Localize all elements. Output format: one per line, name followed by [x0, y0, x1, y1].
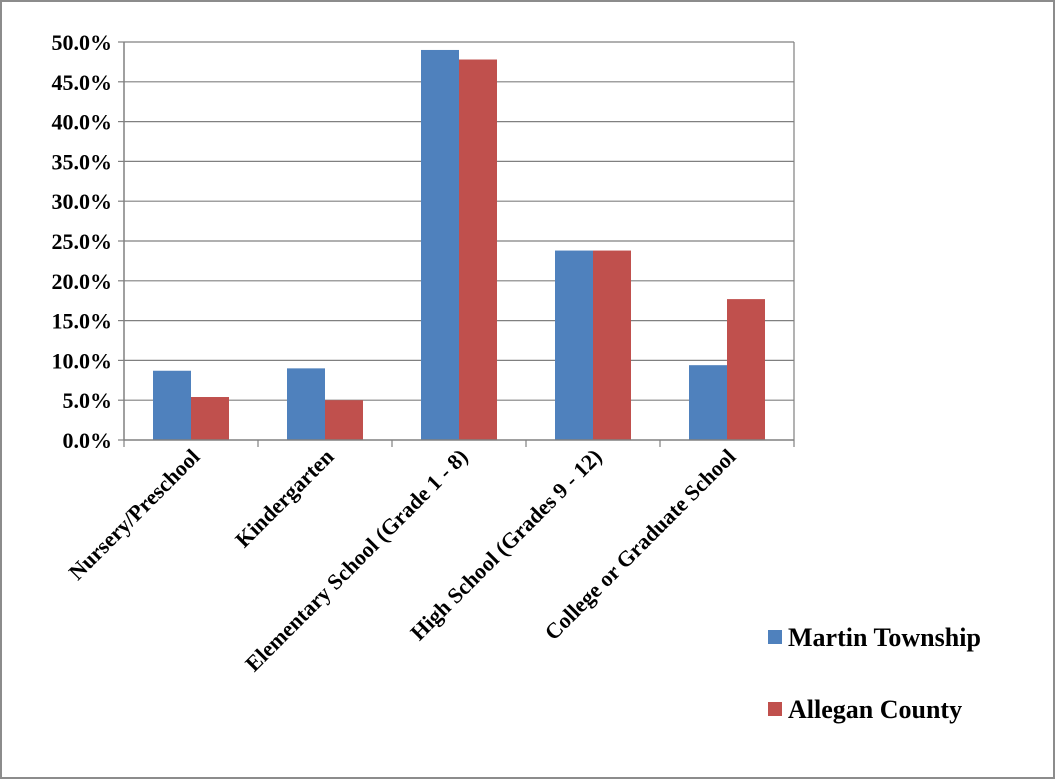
bars: [153, 49, 765, 441]
legend-swatch: [768, 702, 782, 716]
y-tick-label: 10.0%: [52, 348, 113, 373]
bar-martin-township: [153, 370, 191, 440]
y-tick-label: 0.0%: [63, 428, 113, 453]
axes: [118, 41, 795, 447]
bar-martin-township: [555, 250, 593, 440]
legend-label: Martin Township: [788, 623, 981, 652]
bar-martin-township: [689, 365, 727, 440]
bar-allegan-county: [191, 397, 229, 440]
x-axis-category-labels: Nursery/Preschool KindergartenElementary …: [64, 444, 741, 676]
y-tick-label: 50.0%: [52, 30, 113, 55]
bar-allegan-county: [593, 250, 631, 440]
y-tick-label: 40.0%: [52, 110, 113, 135]
bar-allegan-county: [325, 400, 363, 440]
y-tick-label: 25.0%: [52, 229, 113, 254]
bar-martin-township: [421, 49, 459, 441]
bar-martin-township: [287, 368, 325, 440]
legend-label: Allegan County: [788, 695, 962, 724]
y-tick-label: 45.0%: [52, 70, 113, 95]
bar-allegan-county: [459, 59, 497, 441]
x-category-label: Kindergarten: [230, 444, 338, 552]
x-category-label: Elementary School (Grade 1 - 8): [240, 444, 472, 676]
legend-swatch: [768, 630, 782, 644]
y-tick-label: 5.0%: [63, 388, 113, 413]
legend: Martin Township Allegan County: [768, 623, 981, 724]
y-tick-label: 35.0%: [52, 149, 113, 174]
y-tick-label: 20.0%: [52, 269, 113, 294]
y-axis-tick-labels: 0.0% 5.0% 10.0% 15.0% 20.0% 25.0% 30.0% 35.0% 40…: [52, 30, 113, 453]
y-tick-label: 15.0%: [52, 309, 113, 334]
x-category-label: Nursery/Preschool: [64, 444, 205, 585]
y-tick-label: 30.0%: [52, 189, 113, 214]
bar-allegan-county: [727, 299, 765, 440]
